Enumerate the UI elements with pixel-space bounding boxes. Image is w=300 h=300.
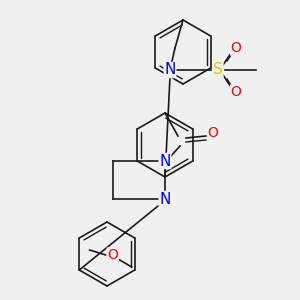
Text: O: O (231, 41, 242, 55)
Text: N: N (159, 191, 171, 206)
Text: O: O (107, 248, 118, 262)
Text: N: N (164, 62, 176, 77)
Text: N: N (159, 154, 171, 169)
Text: O: O (208, 126, 218, 140)
Text: S: S (213, 62, 223, 77)
Text: O: O (231, 85, 242, 99)
